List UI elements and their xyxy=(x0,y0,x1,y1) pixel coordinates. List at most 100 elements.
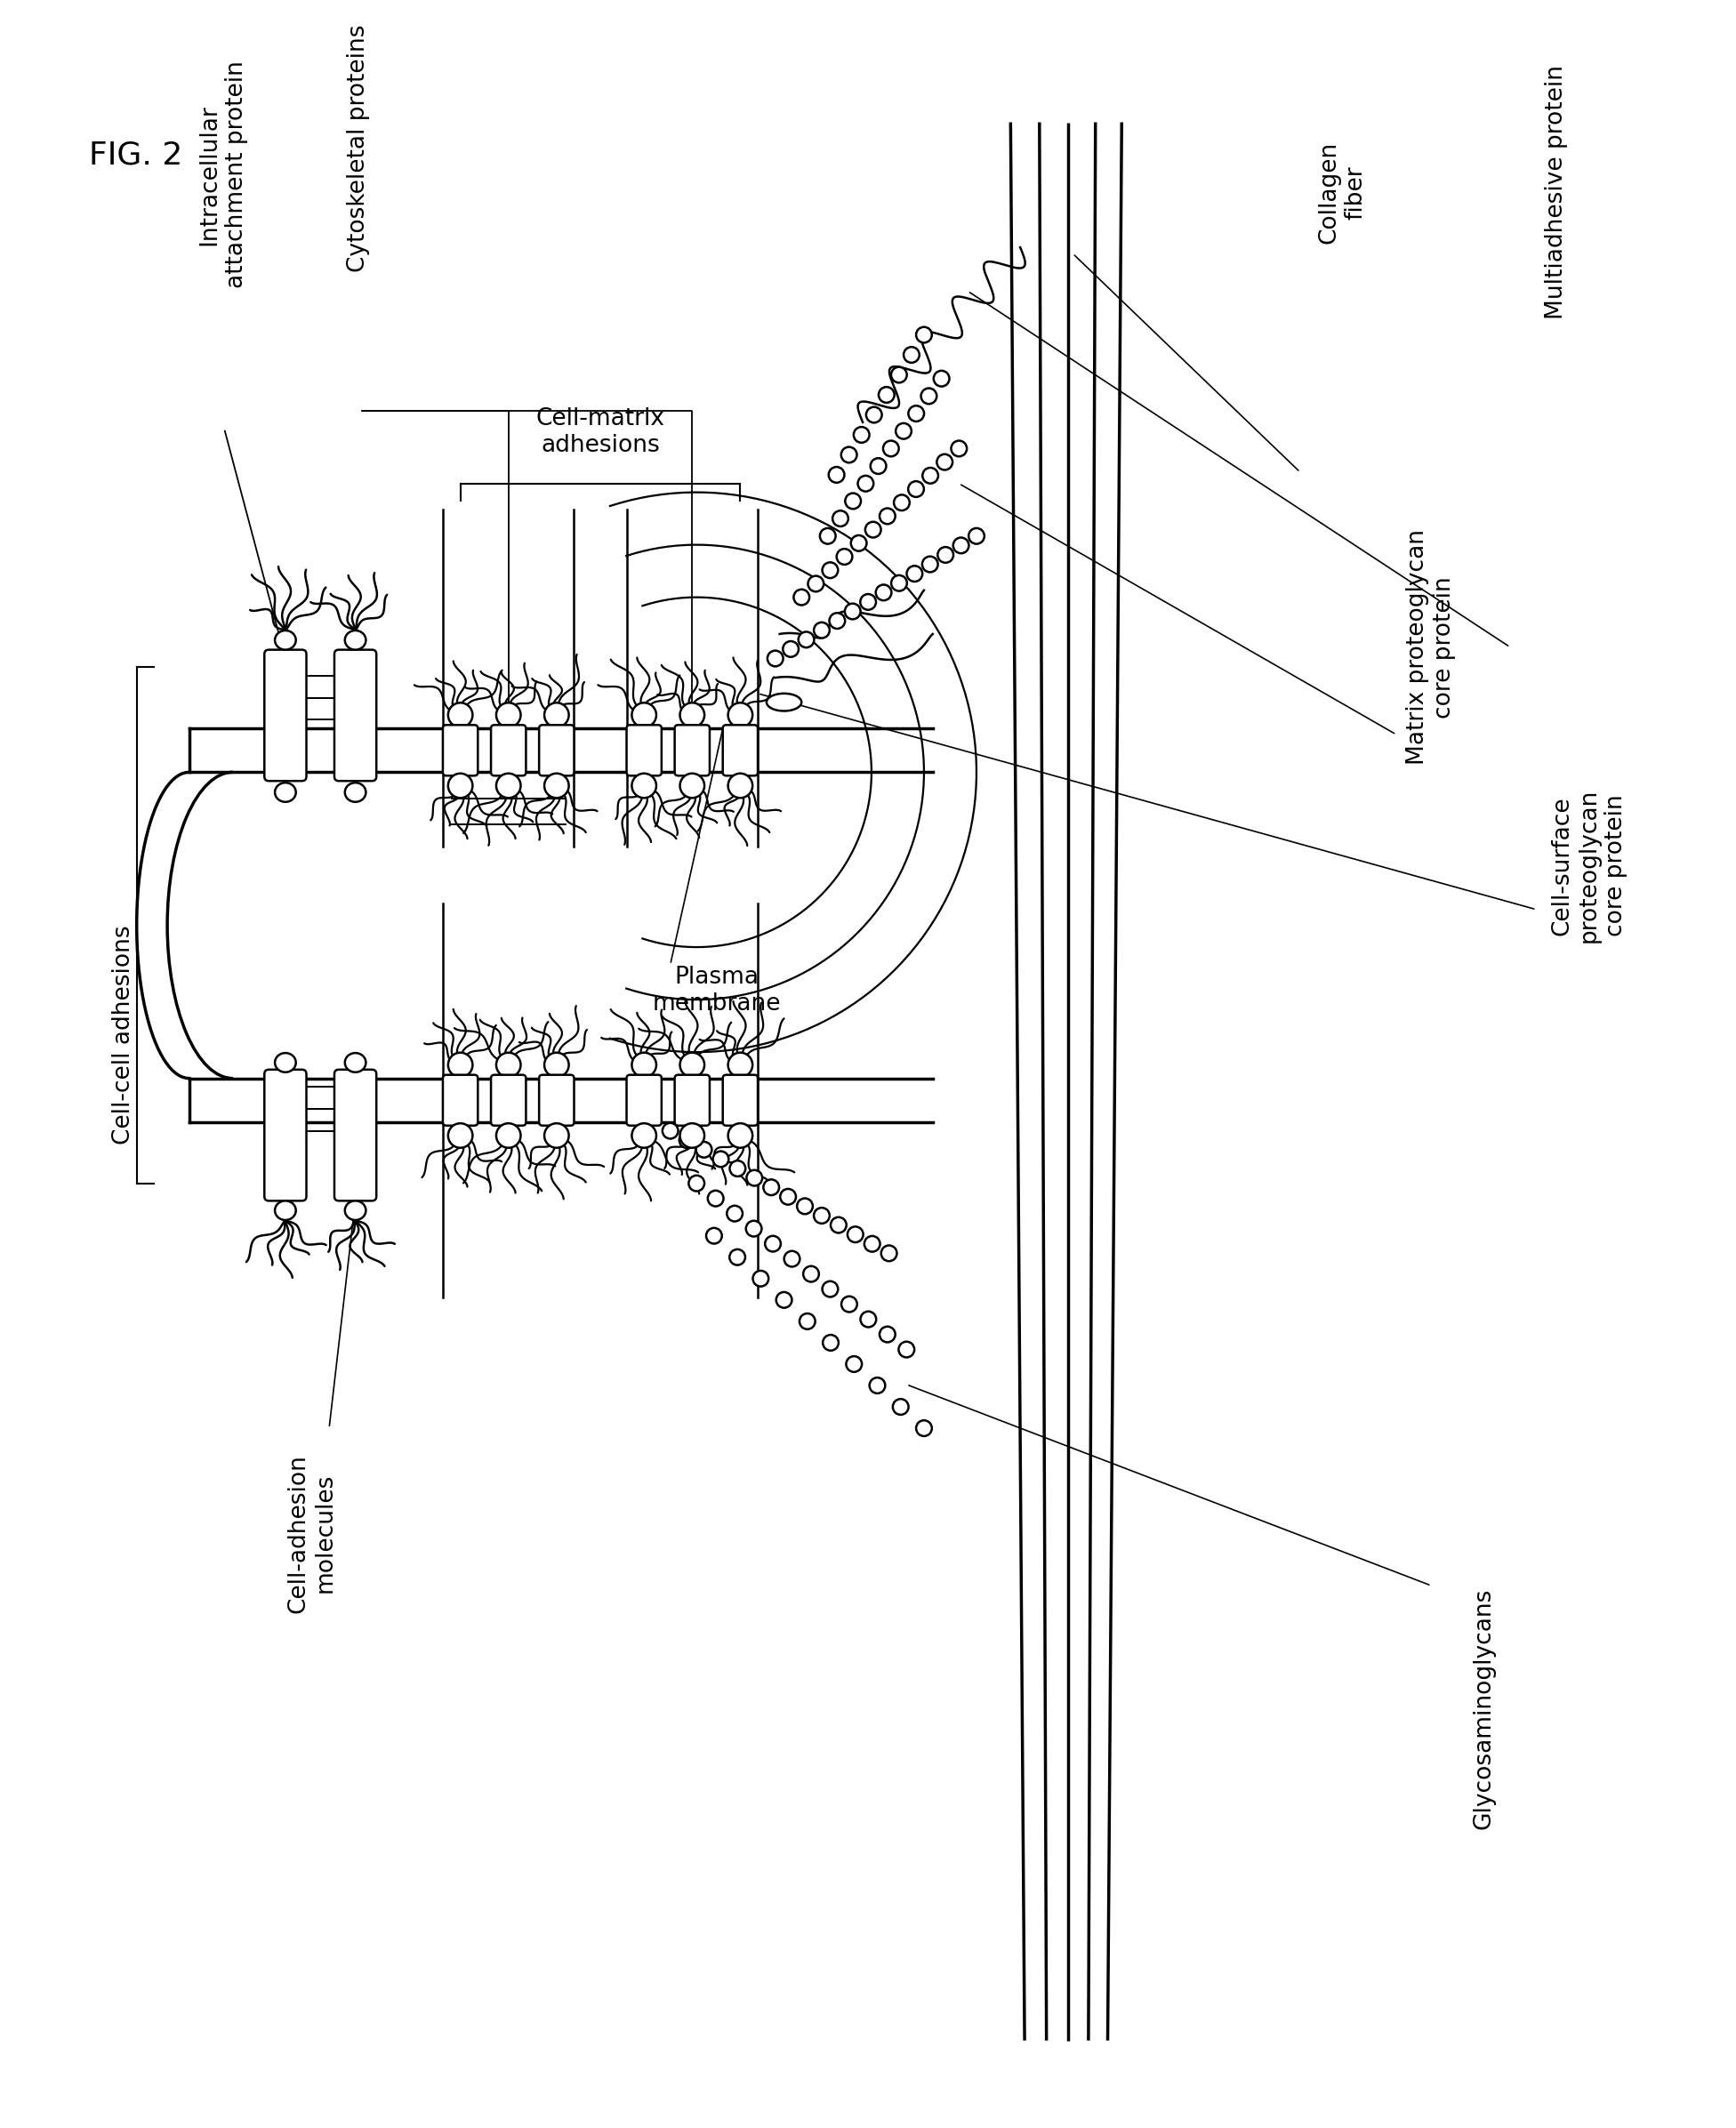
Ellipse shape xyxy=(681,772,705,798)
Ellipse shape xyxy=(345,783,366,802)
Ellipse shape xyxy=(545,1124,569,1147)
Circle shape xyxy=(783,641,799,658)
Circle shape xyxy=(729,1249,745,1264)
FancyBboxPatch shape xyxy=(264,649,306,781)
Circle shape xyxy=(894,494,910,511)
Circle shape xyxy=(793,589,809,604)
Ellipse shape xyxy=(496,702,521,728)
Text: FIG. 2: FIG. 2 xyxy=(89,140,182,170)
Ellipse shape xyxy=(274,783,295,802)
Circle shape xyxy=(891,366,906,383)
Circle shape xyxy=(830,613,845,628)
Text: Glycosaminoglycans: Glycosaminoglycans xyxy=(1472,1587,1495,1828)
Circle shape xyxy=(891,575,906,592)
Ellipse shape xyxy=(681,702,705,728)
FancyBboxPatch shape xyxy=(627,1075,661,1126)
Ellipse shape xyxy=(496,772,521,798)
Circle shape xyxy=(828,466,844,483)
Circle shape xyxy=(922,468,937,483)
Text: Cell-matrix
adhesions: Cell-matrix adhesions xyxy=(536,406,665,458)
FancyBboxPatch shape xyxy=(722,1075,759,1126)
Ellipse shape xyxy=(681,1124,705,1147)
Circle shape xyxy=(819,528,835,545)
Ellipse shape xyxy=(727,1124,752,1147)
Circle shape xyxy=(899,1341,915,1358)
Circle shape xyxy=(814,621,830,638)
FancyBboxPatch shape xyxy=(335,1070,377,1200)
Circle shape xyxy=(727,1207,743,1221)
Circle shape xyxy=(908,406,924,421)
Circle shape xyxy=(804,1266,819,1281)
Ellipse shape xyxy=(545,702,569,728)
Circle shape xyxy=(689,1175,705,1192)
Circle shape xyxy=(884,440,899,455)
Circle shape xyxy=(833,511,849,526)
Ellipse shape xyxy=(345,1053,366,1073)
Circle shape xyxy=(922,555,937,572)
Circle shape xyxy=(746,1221,762,1236)
Circle shape xyxy=(880,509,896,523)
FancyBboxPatch shape xyxy=(540,1075,575,1126)
Circle shape xyxy=(937,547,953,562)
Circle shape xyxy=(953,538,969,553)
Text: Collagen
fiber: Collagen fiber xyxy=(1318,140,1368,243)
Circle shape xyxy=(837,549,852,564)
Ellipse shape xyxy=(448,1053,472,1077)
Text: Intracellular
attachment protein: Intracellular attachment protein xyxy=(198,62,248,289)
Circle shape xyxy=(823,562,838,579)
Ellipse shape xyxy=(274,1200,295,1219)
Text: Cell-adhesion
molecules: Cell-adhesion molecules xyxy=(286,1453,337,1613)
FancyBboxPatch shape xyxy=(443,726,477,777)
Circle shape xyxy=(878,387,894,402)
Circle shape xyxy=(922,387,937,404)
Ellipse shape xyxy=(545,772,569,798)
Circle shape xyxy=(830,1217,847,1232)
Circle shape xyxy=(882,1245,898,1262)
Ellipse shape xyxy=(632,1124,656,1147)
Circle shape xyxy=(746,1170,762,1185)
Circle shape xyxy=(934,370,950,387)
Circle shape xyxy=(779,1190,795,1204)
Ellipse shape xyxy=(496,1124,521,1147)
Circle shape xyxy=(696,1143,712,1158)
Ellipse shape xyxy=(448,1124,472,1147)
Circle shape xyxy=(785,1251,800,1266)
FancyBboxPatch shape xyxy=(443,1075,477,1126)
Circle shape xyxy=(866,406,882,423)
Ellipse shape xyxy=(345,1200,366,1219)
Circle shape xyxy=(814,1209,830,1224)
Circle shape xyxy=(870,1377,885,1394)
Circle shape xyxy=(842,447,858,462)
Text: Multiadhesive protein: Multiadhesive protein xyxy=(1545,66,1568,319)
Circle shape xyxy=(917,328,932,343)
Circle shape xyxy=(861,1311,877,1328)
Circle shape xyxy=(917,1419,932,1436)
Ellipse shape xyxy=(681,1053,705,1077)
Ellipse shape xyxy=(274,630,295,649)
Circle shape xyxy=(663,1124,679,1138)
Circle shape xyxy=(861,594,877,611)
Ellipse shape xyxy=(545,1053,569,1077)
Text: Cytoskeletal proteins: Cytoskeletal proteins xyxy=(347,26,370,272)
Text: Matrix proteoglycan
core protein: Matrix proteoglycan core protein xyxy=(1406,530,1457,764)
Circle shape xyxy=(906,566,922,581)
Circle shape xyxy=(766,1236,781,1251)
Circle shape xyxy=(851,536,866,551)
Circle shape xyxy=(880,1326,896,1343)
Circle shape xyxy=(870,458,885,475)
Circle shape xyxy=(767,651,783,666)
Circle shape xyxy=(713,1151,729,1166)
Circle shape xyxy=(892,1398,908,1415)
Circle shape xyxy=(937,453,953,470)
Circle shape xyxy=(800,1313,816,1330)
Circle shape xyxy=(707,1228,722,1243)
Circle shape xyxy=(776,1292,792,1309)
Circle shape xyxy=(807,577,823,592)
FancyBboxPatch shape xyxy=(491,726,526,777)
Circle shape xyxy=(679,1132,694,1149)
Ellipse shape xyxy=(727,1053,752,1077)
Circle shape xyxy=(845,494,861,509)
Ellipse shape xyxy=(274,1053,295,1073)
Circle shape xyxy=(858,477,873,492)
Text: Plasma
membrane: Plasma membrane xyxy=(653,966,781,1015)
